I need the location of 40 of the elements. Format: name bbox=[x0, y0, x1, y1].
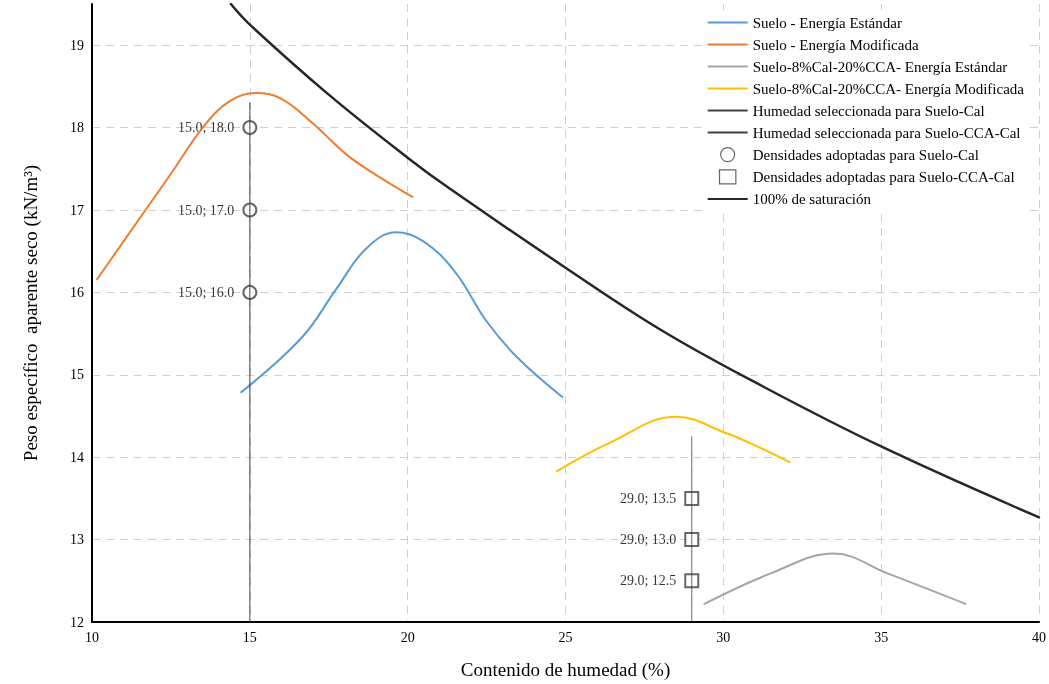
y-tick-label: 19 bbox=[70, 37, 84, 53]
y-tick-label: 15 bbox=[70, 367, 84, 383]
legend-label: Suelo - Energía Estándar bbox=[752, 14, 902, 31]
point bbox=[684, 532, 700, 548]
x-tick-label: 20 bbox=[400, 629, 415, 645]
legend-label: Humedad seleccionada para Suelo-Cal bbox=[752, 102, 985, 119]
point bbox=[242, 120, 258, 136]
point bbox=[684, 490, 700, 506]
x-tick-label: 40 bbox=[1032, 629, 1046, 645]
x-axis-title: Contenido de humedad (%) bbox=[460, 659, 671, 681]
y-tick-label: 14 bbox=[70, 449, 84, 465]
x-tick-label: 25 bbox=[558, 629, 573, 645]
line-series bbox=[96, 91, 414, 281]
x-tick-label: 10 bbox=[85, 629, 99, 645]
legend-label: Suelo - Energía Modificada bbox=[752, 36, 919, 53]
x-tick-label: 15 bbox=[242, 629, 257, 645]
y-tick-label: 12 bbox=[70, 614, 84, 630]
legend-label: Humedad seleccionada para Suelo-CCA-Cal bbox=[752, 124, 1021, 141]
data-label: 15.0; 16.0 bbox=[177, 284, 235, 300]
y-tick-label: 18 bbox=[70, 120, 84, 136]
x-tick-label: 35 bbox=[874, 629, 889, 645]
data-label: 29.0; 13.0 bbox=[619, 532, 677, 548]
legend-label: Densidades adoptadas para Suelo-CCA-Cal bbox=[752, 168, 1015, 185]
y-tick-label: 16 bbox=[70, 284, 84, 300]
data-label: 15.0; 17.0 bbox=[177, 202, 235, 218]
legend-label: Densidades adoptadas para Suelo-Cal bbox=[752, 146, 979, 163]
legend-label: 100% de saturación bbox=[752, 190, 872, 207]
data-label: 29.0; 13.5 bbox=[619, 490, 677, 506]
point bbox=[242, 202, 258, 218]
y-tick-label: 13 bbox=[70, 532, 84, 548]
x-tick-label: 30 bbox=[716, 629, 731, 645]
y-axis-title: Peso específico aparente seco (kN/m³) bbox=[20, 164, 42, 462]
legend-label: Suelo-8%Cal-20%CCA- Energía Modificada bbox=[752, 80, 1025, 97]
point bbox=[684, 573, 700, 589]
legend-label: Suelo-8%Cal-20%CCA- Energía Estándar bbox=[752, 58, 1008, 75]
y-tick-label: 17 bbox=[70, 202, 84, 218]
line-series bbox=[555, 415, 791, 473]
data-label: 29.0; 12.5 bbox=[619, 573, 677, 589]
line-series bbox=[240, 231, 564, 399]
point bbox=[242, 284, 258, 300]
